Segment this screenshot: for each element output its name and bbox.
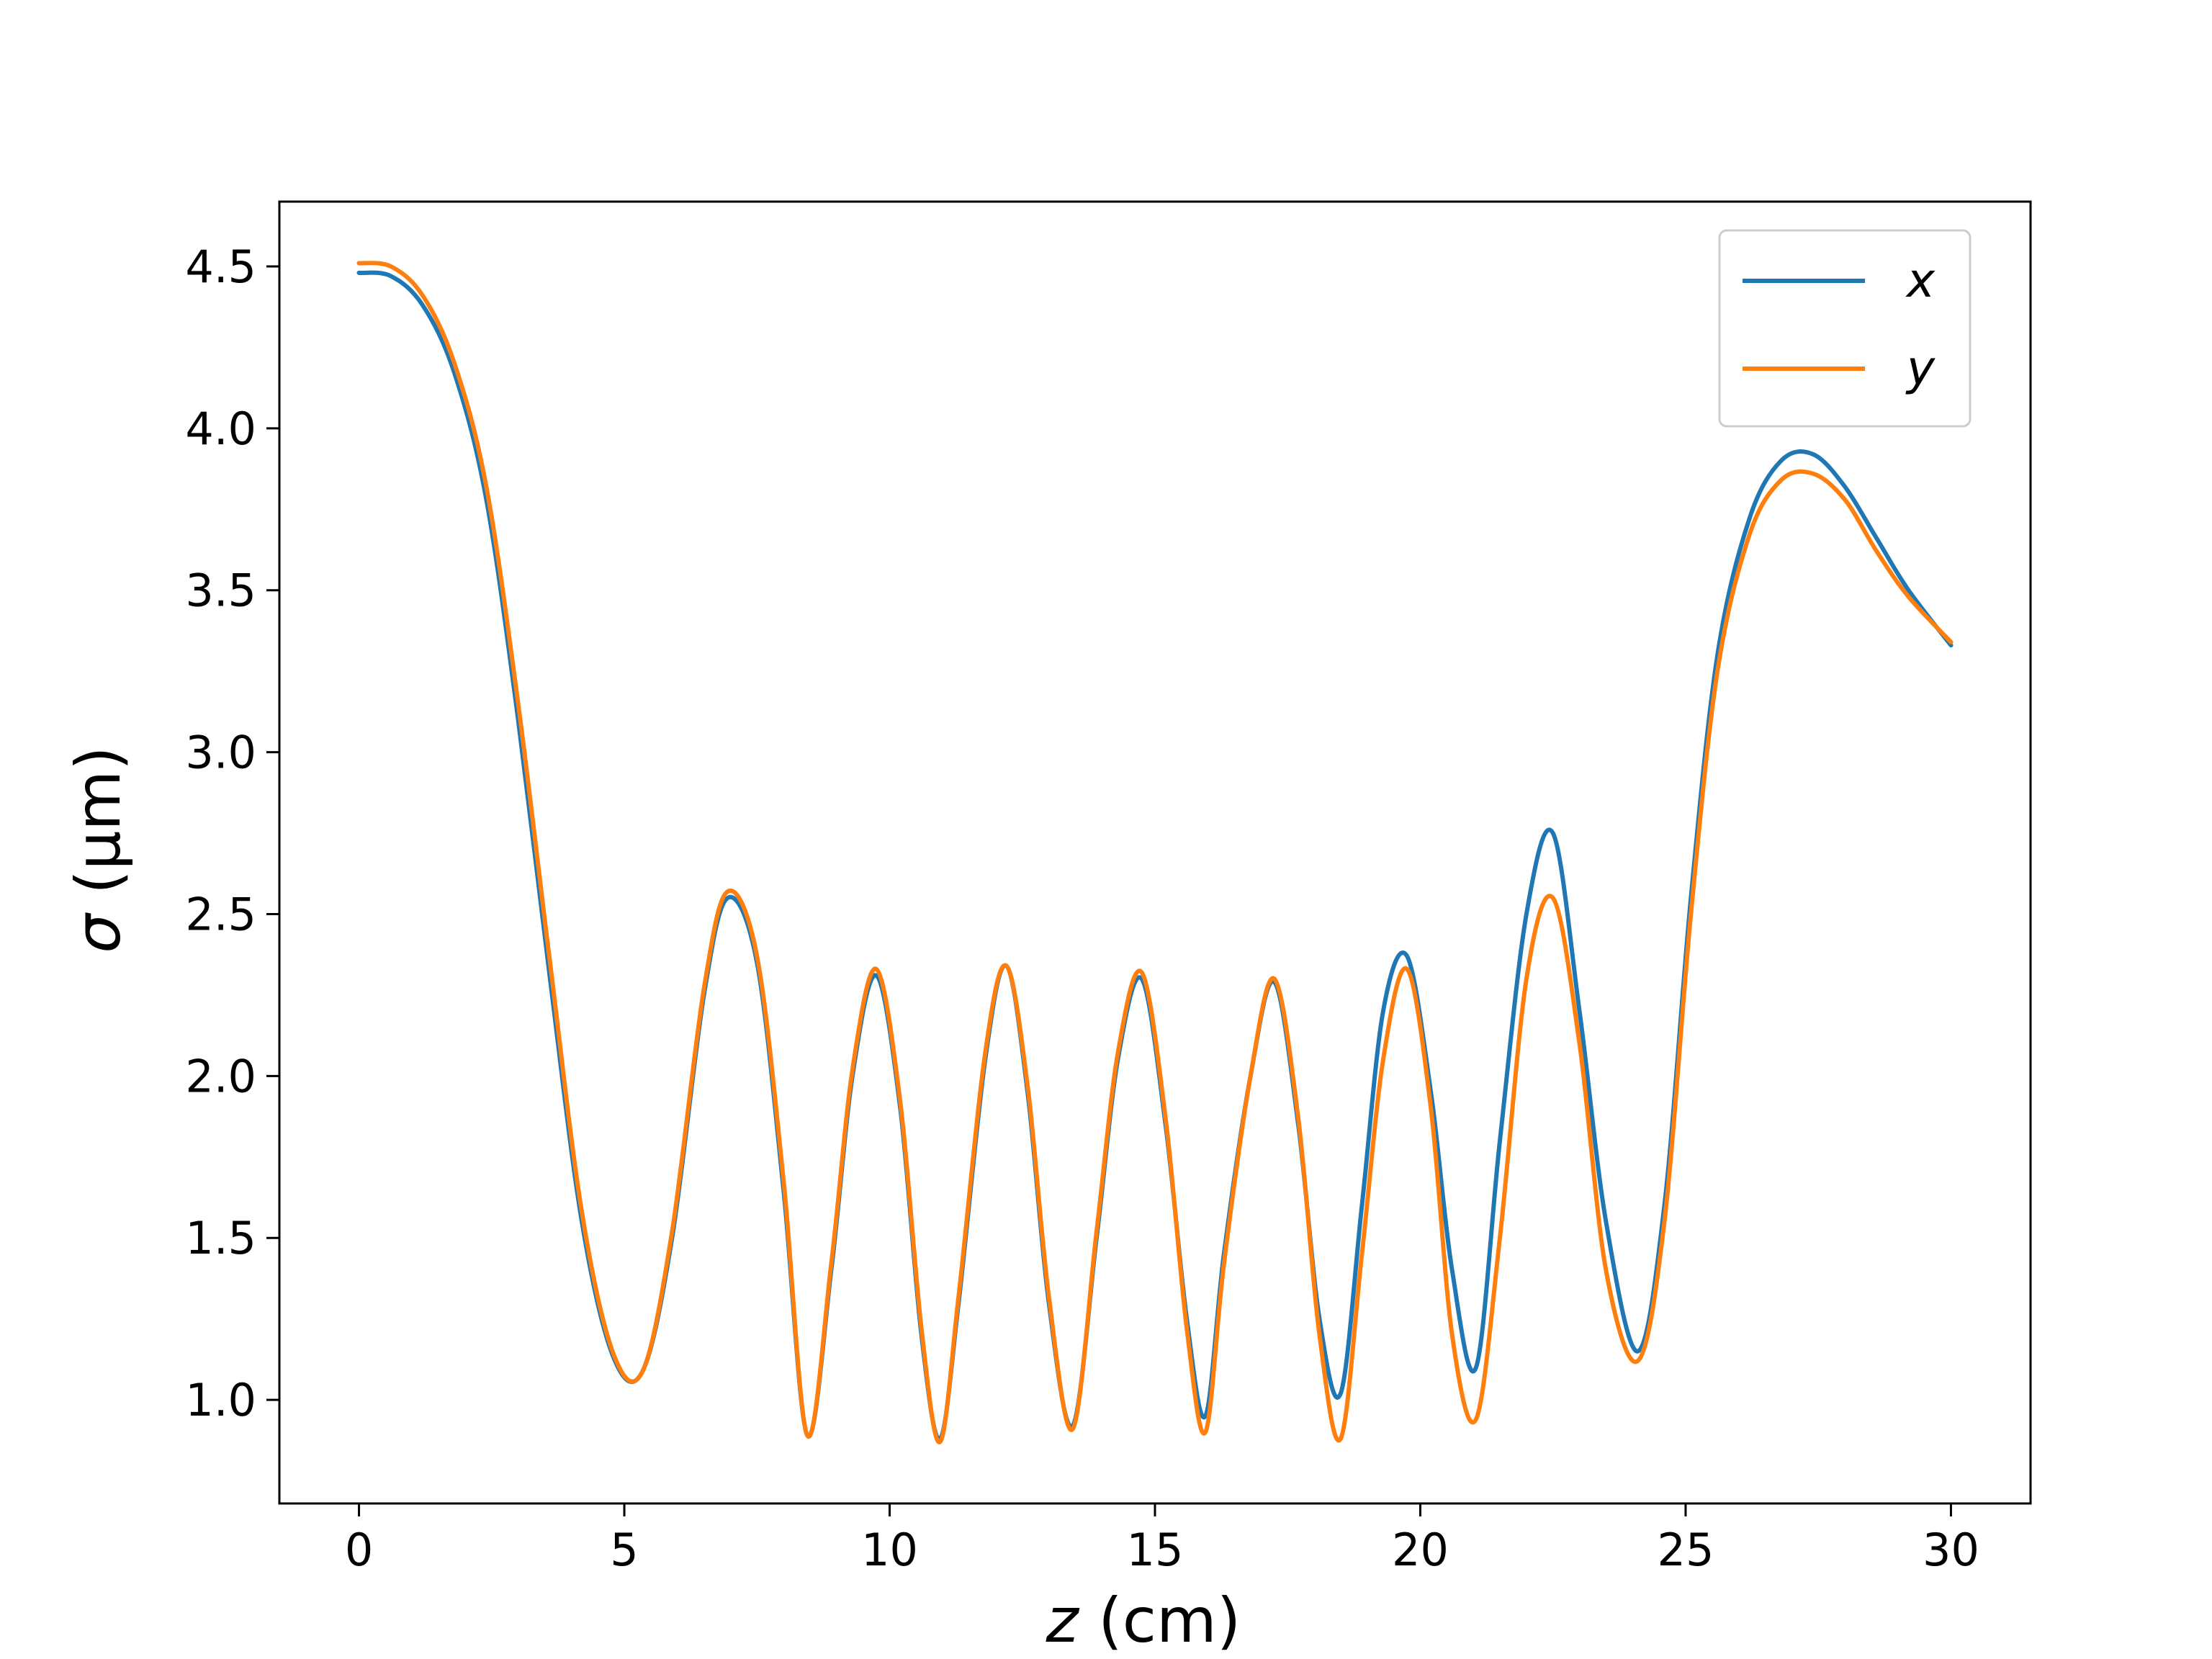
series-line-y xyxy=(356,261,1954,1444)
y-tick-label: 3.0 xyxy=(185,727,256,779)
legend-label-x: x xyxy=(1905,253,1936,308)
y-tick-label: 2.5 xyxy=(185,888,256,940)
y-tick-label: 2.0 xyxy=(185,1050,256,1102)
x-axis-label-unit: (cm) xyxy=(1079,1585,1241,1657)
x-tick-label: 0 xyxy=(345,1524,373,1576)
y-tick-label: 1.0 xyxy=(185,1374,256,1426)
x-tick-label: 30 xyxy=(1923,1524,1979,1576)
y-axis-ticks: 1.0 1.5 2.0 2.5 3.0 3.5 4.0 4.5 xyxy=(185,240,279,1426)
x-tick-label: 10 xyxy=(861,1524,918,1576)
y-axis-label-var: σ xyxy=(63,912,135,953)
x-axis-label-var: z xyxy=(1046,1585,1080,1657)
y-axis-label: σ (μm) xyxy=(63,746,135,953)
legend-label-y: y xyxy=(1905,341,1936,396)
x-tick-label: 5 xyxy=(610,1524,638,1576)
y-tick-label: 4.5 xyxy=(185,240,256,293)
x-axis-label: z (cm) xyxy=(1046,1585,1241,1657)
x-tick-label: 20 xyxy=(1392,1524,1449,1576)
x-tick-label: 25 xyxy=(1658,1524,1714,1576)
y-tick-label: 3.5 xyxy=(185,565,256,617)
x-tick-label: 15 xyxy=(1127,1524,1184,1576)
y-tick-label: 4.0 xyxy=(185,403,256,455)
y-axis-label-unit: (μm) xyxy=(63,746,135,914)
x-axis-ticks: 0 5 10 15 20 25 30 xyxy=(345,1503,1979,1576)
y-tick-label: 1.5 xyxy=(185,1212,256,1264)
legend: x y xyxy=(1718,229,1972,428)
series-layer xyxy=(356,261,1954,1444)
